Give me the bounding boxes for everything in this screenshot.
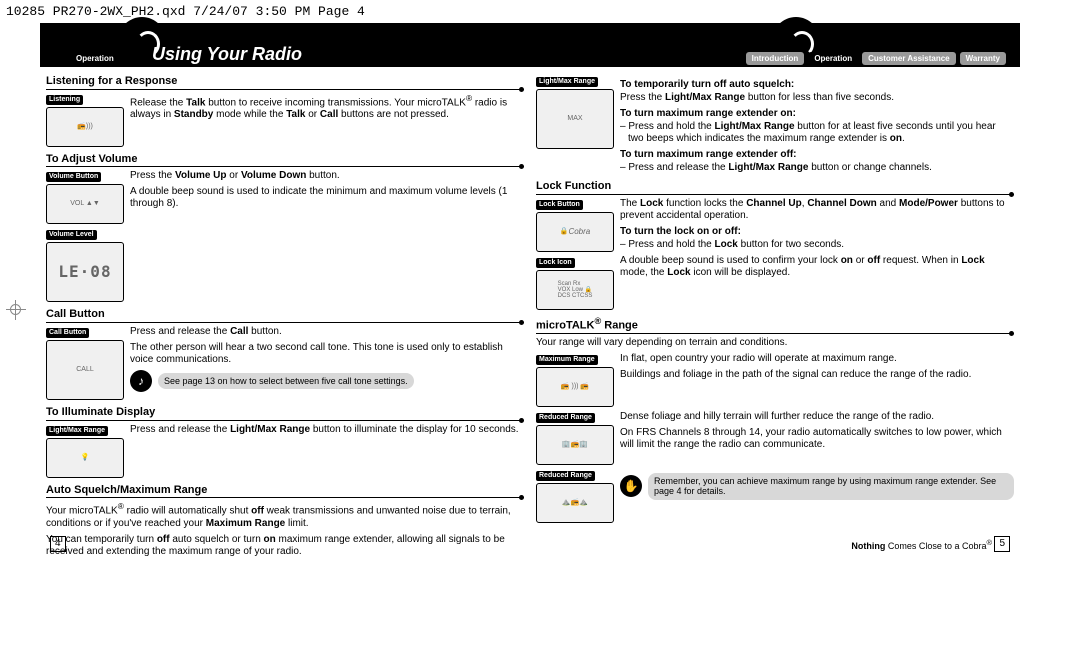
text: – Press and release the Light/Max Range … — [620, 162, 1014, 174]
squelch-p2: You can temporarily turn off auto squelc… — [46, 534, 524, 558]
illus-label: Listening — [46, 95, 83, 105]
illus-listening: Listening 📻))) — [46, 93, 124, 147]
illus-light: Light/Max Range 💡 — [46, 424, 124, 478]
illus-label: Call Button — [46, 328, 89, 338]
text: – Press and hold the Light/Max Range but… — [620, 121, 1014, 145]
subhead: To temporarily turn off auto squelch: — [620, 79, 1014, 91]
section-illuminate: To Illuminate Display — [46, 406, 524, 421]
section-listening: Listening for a Response — [46, 75, 524, 90]
text: In flat, open country your radio will op… — [620, 353, 971, 365]
illus-img: ⛰️📻⛰️ — [536, 483, 614, 523]
section-lock: Lock Function — [536, 180, 1014, 195]
illuminate-body: Press and release the Light/Max Range bu… — [130, 424, 519, 478]
illus-img: 💡 — [46, 438, 124, 478]
note-icon: ♪ — [130, 370, 152, 392]
qxd-header: 10285 PR270-2WX_PH2.qxd 7/24/07 3:50 PM … — [0, 0, 1080, 23]
text: The Lock function locks the Channel Up, … — [620, 198, 1014, 222]
text: Buildings and foliage in the path of the… — [620, 369, 971, 381]
right-page: Introduction Operation Customer Assistan… — [530, 23, 1020, 558]
tab-warranty: Warranty — [960, 52, 1006, 65]
callout-text: See page 13 on how to select between fiv… — [158, 373, 414, 389]
page-number-right: 5 — [994, 536, 1010, 552]
illus-img: 🔒Cobra — [536, 212, 614, 252]
illus-img: 📻 ))) 📻 — [536, 367, 614, 407]
illus-label: Light/Max Range — [46, 426, 108, 436]
section-call: Call Button — [46, 308, 524, 323]
illus-img: MAX — [536, 89, 614, 149]
page-spread: Operation Using Your Radio Listening for… — [40, 23, 1040, 558]
chapter-title: Using Your Radio — [152, 44, 302, 65]
squelch-p1: Your microTALK® radio will automatically… — [46, 501, 524, 529]
illus-img: Scan RxVOX Low 🔒DCS CTCSS — [536, 270, 614, 310]
subhead: To turn the lock on or off: — [620, 226, 1014, 238]
right-page-header: Introduction Operation Customer Assistan… — [530, 23, 1020, 67]
tab-intro: Introduction — [746, 52, 805, 65]
volume-body: Press the Volume Up or Volume Down butto… — [130, 170, 524, 302]
illus-call: Call Button CALL — [46, 326, 124, 400]
illus-label: Volume Level — [46, 230, 97, 240]
range-intro: Your range will vary depending on terrai… — [536, 337, 1014, 349]
text: Dense foliage and hilly terrain will fur… — [620, 411, 1014, 423]
illus-lightmax: Light/Max Range MAX — [536, 75, 614, 174]
illus-volume: Volume Button VOL ▲▼ Volume Level LE·08 — [46, 170, 124, 302]
left-page: Operation Using Your Radio Listening for… — [40, 23, 530, 558]
illus-img: 📻))) — [46, 107, 124, 147]
text: Press and release the Call button. — [130, 326, 524, 338]
text: – Press and hold the Lock button for two… — [620, 239, 1014, 251]
illus-img: CALL — [46, 340, 124, 400]
illus-max-range: Maximum Range 📻 ))) 📻 — [536, 353, 614, 407]
section-volume: To Adjust Volume — [46, 153, 524, 168]
illus-label: Maximum Range — [536, 355, 598, 365]
lcd-display: LE·08 — [46, 242, 124, 302]
illus-img: 🏢📻🏢 — [536, 425, 614, 465]
illus-label: Reduced Range — [536, 413, 595, 423]
illus-label: Lock Icon — [536, 258, 575, 268]
callout-text: Remember, you can achieve maximum range … — [648, 473, 1014, 500]
illus-lock: Lock Button 🔒Cobra Lock Icon Scan RxVOX … — [536, 198, 614, 310]
illus-label: Light/Max Range — [536, 77, 598, 87]
text: A double beep sound is used to indicate … — [130, 186, 524, 210]
tab-operation: Operation — [808, 52, 858, 65]
illus-label: Volume Button — [46, 172, 101, 182]
illus-label: Reduced Range — [536, 471, 595, 481]
lock-body: The Lock function locks the Channel Up, … — [620, 198, 1014, 310]
range-body3: Dense foliage and hilly terrain will fur… — [620, 411, 1014, 465]
footer-slogan: Nothing Comes Close to a Cobra® — [851, 539, 992, 551]
text: A double beep sound is used to confirm y… — [620, 255, 1014, 279]
squelch-cont-body: To temporarily turn off auto squelch: Pr… — [620, 75, 1014, 174]
illus-reduced-range1: Reduced Range 🏢📻🏢 — [536, 411, 614, 465]
left-page-header: Operation Using Your Radio — [40, 23, 530, 67]
subhead: To turn maximum range extender on: — [620, 108, 1014, 120]
illus-reduced-range2: Reduced Range ⛰️📻⛰️ — [536, 469, 614, 523]
tab-operation: Operation — [70, 52, 120, 65]
note-icon: ✋ — [620, 475, 642, 497]
text: Press the Volume Up or Volume Down butto… — [130, 170, 524, 182]
illus-label: Lock Button — [536, 200, 583, 210]
text: The other person will hear a two second … — [130, 342, 524, 366]
tab-customer: Customer Assistance — [862, 52, 956, 65]
page-number-left: 4 — [50, 536, 66, 552]
listening-body: Release the Talk button to receive incom… — [130, 93, 524, 147]
illus-img: VOL ▲▼ — [46, 184, 124, 224]
registration-mark — [6, 300, 26, 320]
range-body1: In flat, open country your radio will op… — [620, 353, 971, 407]
text: On FRS Channels 8 through 14, your radio… — [620, 427, 1014, 451]
section-range: microTALK® Range — [536, 316, 1014, 334]
subhead: To turn maximum range extender off: — [620, 149, 1014, 161]
section-squelch: Auto Squelch/Maximum Range — [46, 484, 524, 499]
call-body: Press and release the Call button. The o… — [130, 326, 524, 400]
text: Press the Light/Max Range button for les… — [620, 92, 1014, 104]
